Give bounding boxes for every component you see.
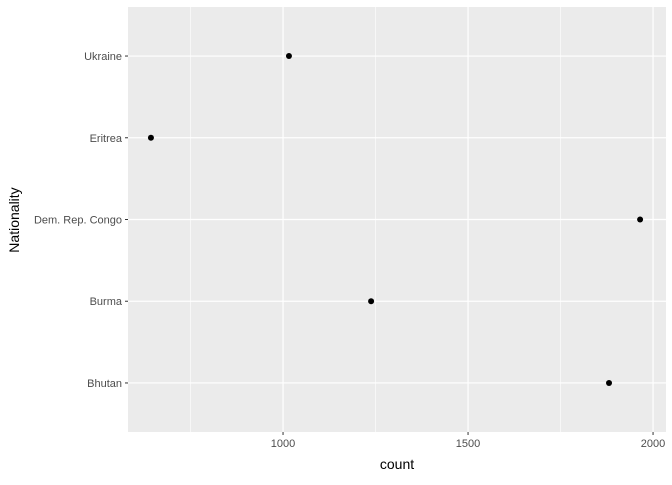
y-tick-label: Dem. Rep. Congo: [34, 215, 122, 227]
x-tick-label: 1500: [456, 438, 480, 450]
data-point: [368, 298, 375, 305]
y-tick-label: Bhutan: [87, 378, 122, 390]
x-tick-label: 2000: [641, 438, 665, 450]
data-point: [606, 379, 613, 386]
y-tick-label: Eritrea: [90, 133, 123, 145]
y-tick-label: Ukraine: [84, 51, 122, 63]
y-axis-label: Nationality: [6, 187, 22, 252]
y-tick-label: Burma: [90, 296, 123, 308]
data-point: [147, 134, 154, 141]
x-axis: 1000 1500 2000: [271, 432, 665, 450]
y-axis: Bhutan Burma Dem. Rep. Congo Eritrea Ukraine: [34, 51, 128, 390]
x-axis-label: count: [380, 456, 414, 472]
data-point: [285, 53, 292, 60]
x-tick-label: 1000: [271, 438, 295, 450]
data-point: [637, 216, 644, 223]
points: [147, 53, 644, 386]
gridlines: [128, 7, 666, 432]
